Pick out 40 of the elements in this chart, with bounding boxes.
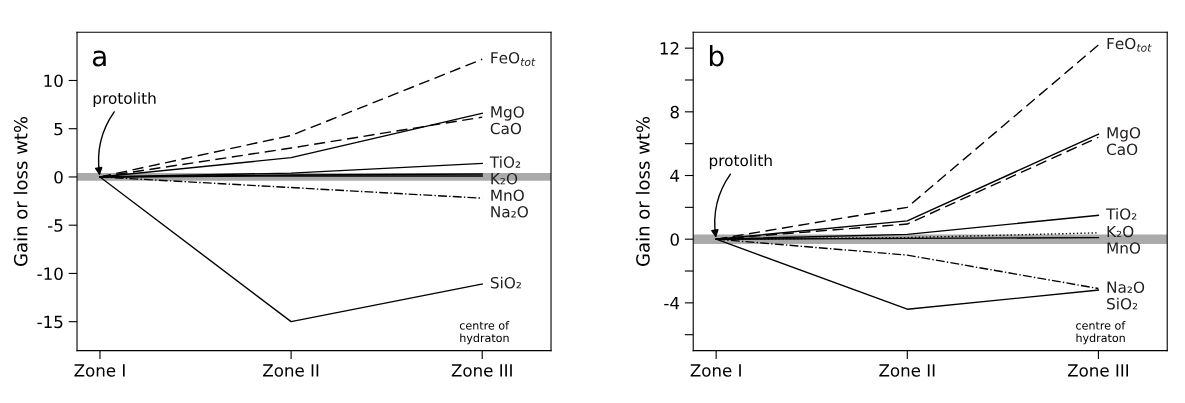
annotation: protolith — [93, 92, 156, 107]
series-label: CaO — [1106, 143, 1138, 156]
series-label: FeO$_{tot}$ — [1107, 37, 1152, 52]
y-tick-label: 0 — [54, 170, 63, 184]
series-label: CaO — [490, 122, 522, 135]
series-label: MgO — [491, 106, 524, 121]
series-label: Na₂O — [1107, 281, 1145, 293]
series-label: Na₂O — [491, 205, 528, 218]
y-axis-title: Gain or loss wt% — [635, 116, 650, 266]
y-tick-label: -4 — [664, 297, 680, 310]
series-label: TiO₂ — [489, 156, 521, 168]
y-tick-label: 4 — [670, 169, 680, 182]
annotation: centre of hydraton — [1076, 321, 1126, 345]
series-label: SiO₂ — [490, 276, 521, 289]
x-tick-label: Zone I — [690, 364, 741, 377]
x-tick-label: Zone I — [74, 364, 125, 377]
y-tick-label: 5 — [54, 122, 63, 136]
y-axis-title: Gain or loss wt% — [13, 116, 28, 266]
y-tick-label: -5 — [48, 219, 63, 232]
series-label: MgO — [1107, 127, 1141, 142]
y-tick-label: -15 — [37, 315, 63, 329]
y-tick-label: 10 — [44, 74, 63, 88]
x-tick-label: Zone II — [879, 364, 935, 377]
series-label: MnO — [491, 189, 524, 201]
series-label: SiO₂ — [1107, 297, 1138, 310]
x-tick-label: Zone III — [1067, 364, 1129, 377]
annotation: centre of hydraton — [459, 321, 510, 345]
y-tick-label: 12 — [660, 42, 679, 55]
x-tick-label: Zone II — [263, 364, 319, 377]
chart-title: b — [709, 44, 724, 67]
series-label: TiO₂ — [1106, 207, 1137, 220]
series-label: K₂O — [1107, 225, 1134, 238]
series-label: FeO$_{tot}$ — [491, 52, 536, 67]
y-tick-label: 8 — [670, 105, 679, 119]
x-tick-label: Zone III — [451, 364, 512, 377]
annotation: protolith — [709, 154, 772, 170]
y-tick-label: -10 — [37, 267, 63, 280]
series-label: MnO — [1107, 242, 1141, 254]
y-tick-label: 0 — [670, 233, 679, 246]
chart-title: a — [92, 50, 106, 67]
